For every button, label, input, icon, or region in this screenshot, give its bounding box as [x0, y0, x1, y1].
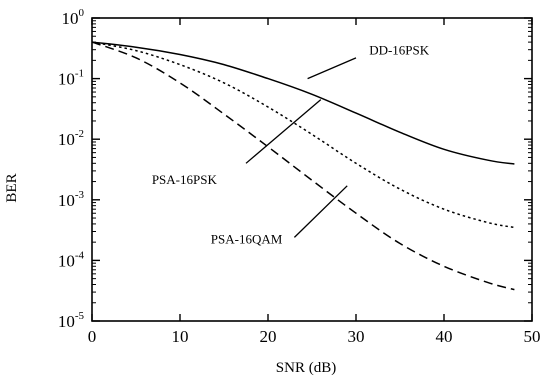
pointer-line-dd-16psk [307, 57, 357, 80]
y-tick-label: 10-3 [58, 189, 85, 210]
x-tick-label: 20 [260, 327, 277, 346]
x-tick-label: 40 [436, 327, 453, 346]
x-tick-label: 0 [88, 327, 97, 346]
series-label-psa-16psk: PSA-16PSK [152, 172, 218, 187]
x-tick-label: 50 [524, 327, 541, 346]
pointer-line-psa-16qam [293, 185, 348, 238]
series-line-dd-16psk [91, 41, 515, 165]
y-tick-label: 10-2 [58, 128, 84, 149]
y-tick-label: 10-4 [58, 249, 85, 270]
series-label-psa-16qam: PSA-16QAM [211, 231, 283, 246]
series-label-dd-16psk: DD-16PSK [369, 43, 430, 58]
series-line-psa-16qam [91, 41, 515, 291]
plot-frame [91, 17, 533, 322]
y-axis-label: BER [4, 173, 20, 202]
x-tick-label: 30 [348, 327, 365, 346]
y-tick-label: 10-1 [58, 68, 84, 89]
pointer-line-psa-16psk [245, 99, 322, 164]
series-line-psa-16psk [91, 41, 515, 229]
annotations: DD-16PSK PSA-16PSK PSA-16QAM [152, 43, 430, 247]
y-tick-label: 10-5 [58, 310, 85, 331]
axes: 0 10 20 30 40 50 100 10-1 10-2 10-3 10-4 10-5 [58, 7, 541, 346]
x-axis-label: SNR (dB) [276, 360, 336, 376]
series-lines [91, 41, 515, 291]
x-tick-label: 10 [172, 327, 189, 346]
y-tick-label: 100 [62, 7, 85, 28]
